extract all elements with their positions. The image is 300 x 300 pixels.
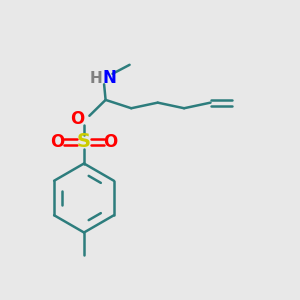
Text: H: H	[89, 71, 102, 86]
Text: O: O	[50, 133, 65, 151]
Text: O: O	[70, 110, 85, 128]
Text: O: O	[103, 133, 118, 151]
Text: N: N	[103, 69, 116, 87]
Text: S: S	[77, 132, 91, 152]
